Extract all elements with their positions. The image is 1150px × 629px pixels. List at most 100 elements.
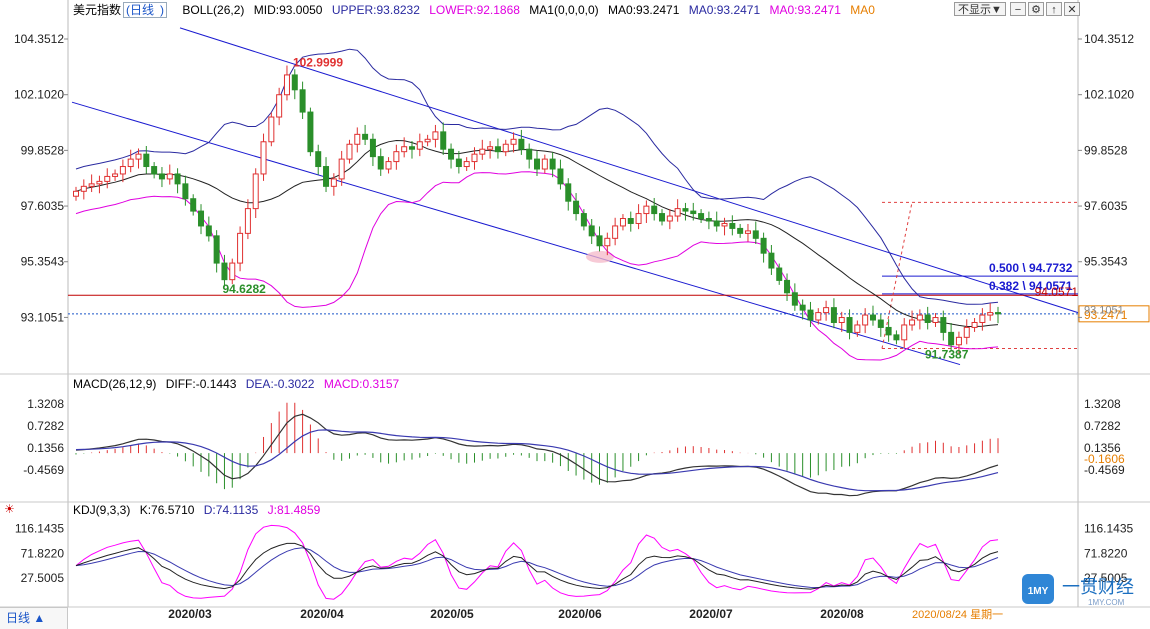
candle-body — [166, 173, 173, 180]
macd-name[interactable]: MACD(26,12,9) — [73, 377, 157, 391]
candle-body — [588, 225, 595, 237]
kdj-y-label: 27.5005 — [1084, 571, 1128, 585]
close-icon[interactable]: ✕ — [1064, 2, 1080, 16]
candle-body — [721, 222, 728, 227]
candle-body — [174, 173, 181, 185]
candle-body — [385, 161, 392, 170]
macd-y-label: 0.7282 — [27, 419, 64, 433]
period-selector[interactable]: 日线 ▲ — [0, 607, 68, 629]
x-tick-label: 2020/03 — [168, 607, 212, 621]
candle-body — [940, 317, 947, 333]
candle-body — [666, 215, 673, 222]
current-price-label: 93.2471 — [1084, 308, 1128, 322]
candle-body — [479, 148, 486, 155]
macd-y-label: 0.1356 — [1084, 441, 1121, 455]
candle-body — [612, 225, 619, 239]
candle-body — [838, 317, 845, 323]
candle-body — [534, 158, 540, 170]
candle-body — [823, 307, 830, 314]
channel-lower-line — [71, 101, 961, 366]
candle-body — [205, 225, 212, 237]
boll-mid-value: MID:93.0050 — [253, 3, 323, 17]
minimize-icon[interactable]: − — [1010, 2, 1026, 16]
boll-label[interactable]: BOLL(26,2) — [182, 3, 245, 17]
logo-mark-icon: 1MY 一贯财经 1MY.COM — [1022, 574, 1134, 607]
kdj-y-label: 71.8220 — [21, 546, 65, 560]
candle-body — [635, 213, 642, 224]
candle-body — [799, 304, 806, 311]
up-arrow-icon[interactable]: ↑ — [1046, 2, 1062, 16]
candle-body — [713, 220, 720, 227]
candle-body — [440, 131, 447, 150]
candle-body — [112, 173, 119, 177]
logo-subtext: 1MY.COM — [1088, 598, 1125, 607]
candle-body — [932, 317, 939, 323]
y-tick-label: 95.3543 — [21, 255, 65, 269]
high-annotation: 102.9999 — [293, 55, 343, 69]
candle-body — [729, 222, 736, 229]
svg-text:1MY: 1MY — [1028, 586, 1049, 597]
period-label[interactable]: (日线) — [123, 2, 168, 18]
low-march-annotation: 94.6282 — [222, 282, 266, 296]
macd-legend: MACD(26,12,9) DIFF:-0.1443 DEA:-0.3022 M… — [73, 377, 405, 391]
macd-y-label: 0.1356 — [27, 441, 64, 455]
ma0-value-1: MA0:93.2471 — [608, 3, 680, 17]
candle-body — [526, 148, 533, 160]
candle-body — [323, 166, 330, 187]
candle-body — [744, 230, 751, 234]
candle-body — [346, 143, 353, 160]
candle-body — [971, 321, 978, 328]
settings-icon[interactable]: ⚙ — [1028, 2, 1044, 16]
candle-body — [393, 151, 400, 163]
candle-body — [682, 208, 689, 212]
y-tick-label: 102.1020 — [14, 88, 64, 102]
ma0-value-2: MA0:93.2471 — [688, 3, 761, 17]
candle-body — [494, 146, 501, 153]
candle-body — [815, 312, 822, 321]
candle-body — [549, 158, 556, 170]
candle-body — [557, 168, 564, 185]
candle-body — [158, 173, 165, 180]
candle-body — [73, 190, 79, 197]
candle-body — [244, 208, 251, 234]
kdj-k: K:76.5710 — [139, 503, 195, 517]
candle-body — [955, 336, 962, 346]
fib-0500-label: 0.500 \ 94.7732 — [989, 261, 1073, 275]
candle-body — [659, 213, 666, 222]
macd-dea-line — [75, 429, 999, 492]
y-tick-label: 102.1020 — [1084, 88, 1134, 102]
projection-dashed-line — [881, 202, 913, 349]
candle-body — [784, 279, 791, 294]
low-august-annotation: 91.7387 — [925, 347, 969, 361]
candle-body — [963, 326, 970, 338]
candle-body — [432, 131, 439, 140]
candle-body — [80, 185, 87, 192]
candle-body — [143, 153, 150, 168]
kdj-settings-icon[interactable]: ☀ — [4, 502, 15, 516]
candle-body — [424, 138, 431, 143]
candle-body — [448, 148, 455, 160]
candle-body — [619, 218, 626, 227]
ma0-value-4: MA0 — [850, 3, 875, 17]
kdj-name[interactable]: KDJ(9,3,3) — [73, 503, 131, 517]
candle-body — [510, 138, 517, 145]
kdj-j: J:81.4859 — [267, 503, 321, 517]
candle-body — [698, 213, 705, 220]
candle-body — [221, 262, 228, 281]
x-tick-label: 2020/08 — [820, 607, 864, 621]
channel-upper-line — [179, 27, 1079, 314]
candle-body — [596, 235, 603, 247]
ma1-label[interactable]: MA1(0,0,0,0) — [529, 3, 599, 17]
candle-body — [96, 180, 103, 185]
candle-body — [518, 138, 525, 150]
candle-body — [268, 116, 275, 143]
fib-0382-label: 0.382 \ 94.0571 — [989, 279, 1073, 293]
candle-body — [791, 292, 798, 306]
candle-body — [369, 138, 376, 158]
candle-body — [752, 230, 759, 239]
candle-body — [627, 218, 634, 224]
hide-indicator-button[interactable]: 不显示▼ — [954, 2, 1006, 16]
macd-y-label: 0.7282 — [1084, 419, 1121, 433]
y-tick-label: 104.3512 — [14, 32, 64, 46]
